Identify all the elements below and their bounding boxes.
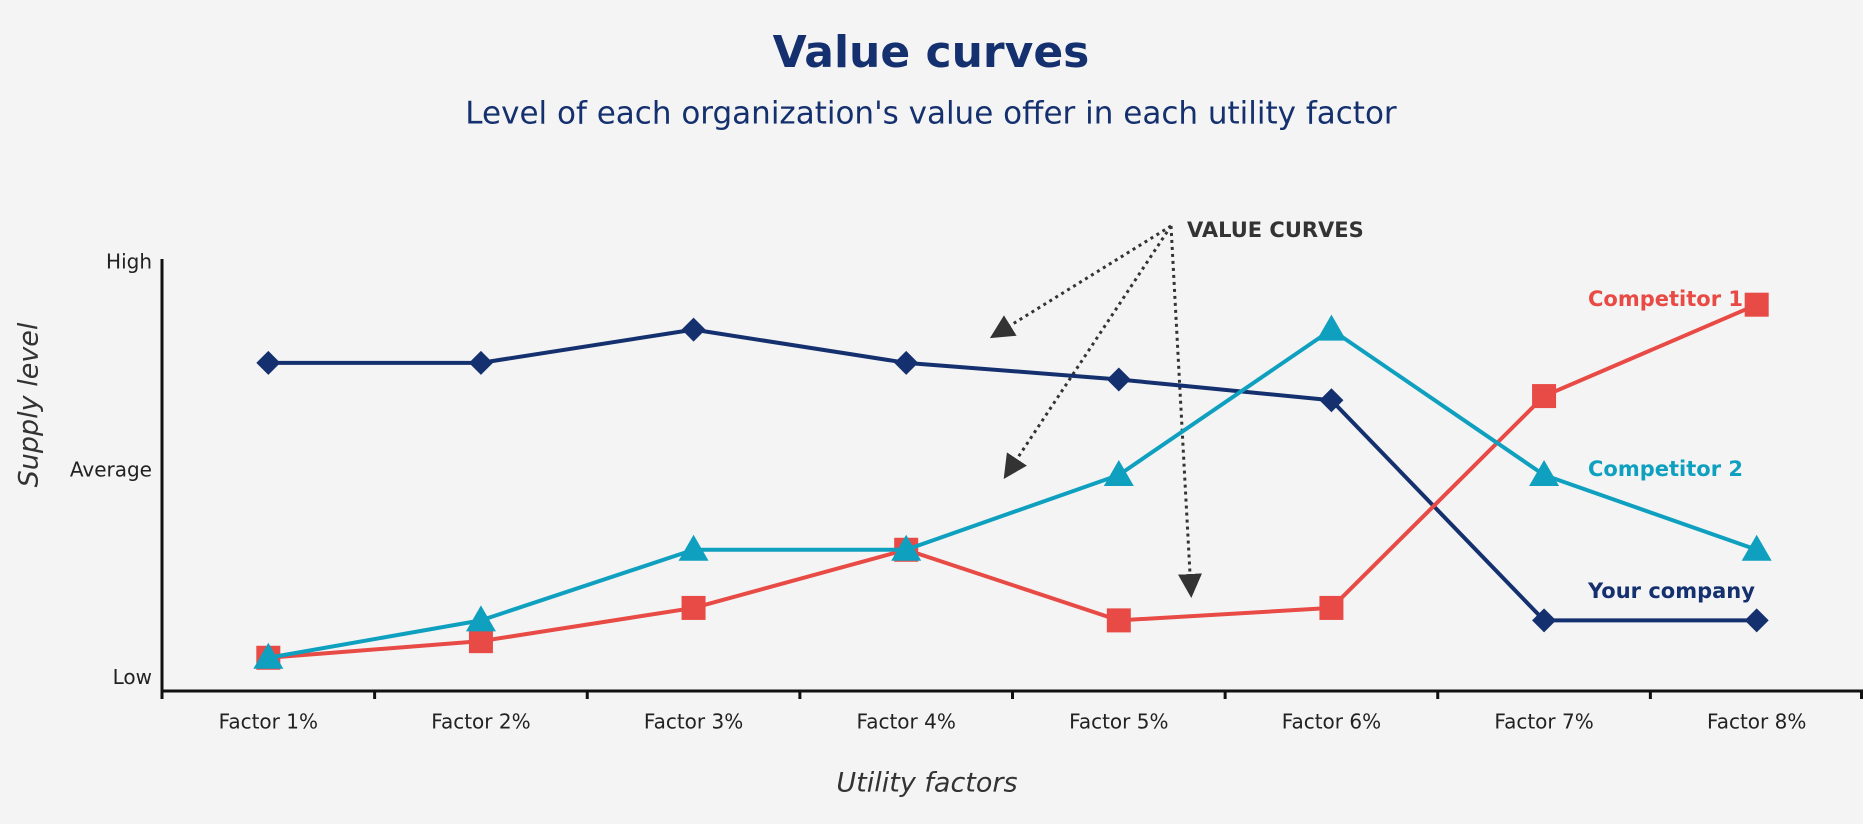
marker-diamond: [1744, 608, 1769, 633]
marker-square: [1319, 595, 1344, 620]
y-tick-label: High: [106, 250, 152, 274]
chart-subtitle: Level of each organization's value offer…: [465, 96, 1397, 132]
x-axis-title: Utility factors: [836, 768, 1017, 799]
x-tick-label: Factor 2%: [431, 710, 530, 734]
marker-square: [681, 595, 706, 620]
marker-diamond: [1532, 608, 1557, 633]
marker-diamond: [256, 350, 281, 375]
chart-title: Value curves: [773, 27, 1090, 78]
series-line: [268, 327, 1757, 623]
marker-triangle: [678, 534, 709, 561]
marker-diamond: [894, 350, 919, 375]
x-tick-label: Factor 8%: [1707, 710, 1806, 734]
x-tick-label: Factor 3%: [644, 710, 743, 734]
marker-triangle: [1741, 534, 1772, 561]
annotation-arrows: [989, 224, 1202, 598]
marker-square: [1532, 384, 1557, 409]
x-tick-label: Factor 5%: [1069, 710, 1168, 734]
x-tick-label: Factor 4%: [857, 710, 956, 734]
x-tick-label: Factor 7%: [1494, 710, 1593, 734]
marker-square: [1106, 608, 1131, 633]
series-label: Competitor 1: [1588, 287, 1743, 311]
x-tick-label: Factor 1%: [219, 710, 318, 734]
y-tick-label: Low: [113, 665, 152, 689]
y-axis-title: Supply level: [14, 322, 45, 487]
marker-diamond: [681, 317, 706, 342]
marker-triangle: [465, 605, 496, 632]
y-tick-label: Average: [70, 457, 152, 481]
arrow: [1003, 225, 1173, 480]
marker-triangle: [1529, 460, 1560, 486]
marker-triangle: [253, 642, 284, 669]
x-tick-label: Factor 6%: [1282, 710, 1381, 734]
marker-square: [468, 629, 493, 654]
series-label: Competitor 2: [1588, 457, 1743, 481]
annotation: VALUE CURVES: [1187, 218, 1364, 242]
marker-triangle: [1316, 314, 1347, 341]
marker-triangle: [891, 534, 922, 561]
marker-square: [1744, 292, 1769, 317]
marker-diamond: [1319, 388, 1344, 413]
marker-triangle: [1103, 460, 1134, 486]
marker-diamond: [1106, 367, 1131, 392]
arrow: [989, 224, 1172, 339]
marker-diamond: [468, 350, 493, 375]
series-label: Your company: [1587, 579, 1755, 603]
series-line: [268, 302, 1758, 660]
arrow: [1169, 225, 1202, 598]
series-line: [267, 327, 1758, 660]
